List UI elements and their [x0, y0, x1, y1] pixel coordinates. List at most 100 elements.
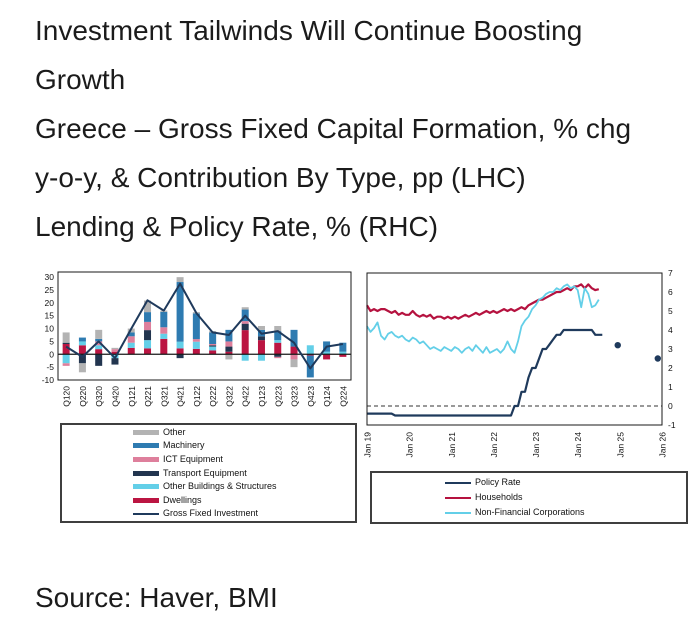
lhc-bar-segment	[144, 321, 152, 331]
lhc-xtick-label: Q422	[241, 386, 251, 407]
lhc-xtick-label: Q323	[290, 386, 300, 407]
legend-label: ICT Equipment	[163, 453, 223, 464]
lhc-bar-segment	[209, 344, 217, 346]
rhc-line-chart: 7 6 5 4 3 2 1 0 -1 Jan 19 Jan 20 Jan 21 Jan 22 Jan 23…	[363, 268, 676, 458]
lhc-bar-segment	[95, 354, 103, 366]
lhc-ytick-label: 0	[49, 349, 54, 359]
lhc-bar-segment	[160, 311, 168, 328]
rhc-legend: Policy Rate Households Non-Financial Corpo…	[370, 471, 688, 524]
lhc-bar-segment	[127, 332, 135, 337]
lhc-bar-segment	[306, 355, 314, 378]
lhc-bar-segment	[209, 346, 217, 351]
rhc-xtick-label: Jan 26	[658, 432, 668, 458]
legend-item: Other	[133, 425, 355, 439]
rhc-xtick-label: Jan 24	[573, 432, 583, 458]
lhc-bar-segment	[62, 342, 70, 344]
lhc-bar-segment	[225, 341, 233, 347]
lhc-bar-segment	[144, 340, 152, 349]
lhc-xtick-label: Q220	[78, 386, 88, 407]
lhc-xtick-label: Q322	[224, 386, 234, 407]
legend-swatch	[133, 429, 159, 435]
legend-item: Transport Equipment	[133, 466, 355, 480]
lhc-bar-segment	[209, 345, 217, 347]
lhc-ytick-label: 5	[49, 336, 54, 346]
lhc-bar-segment	[62, 363, 70, 366]
legend-label: Dwellings	[163, 494, 202, 505]
legend-swatch	[133, 443, 159, 449]
lhc-bar-segment	[160, 327, 168, 334]
legend-item: Machinery	[133, 439, 355, 453]
lhc-bar-segment	[127, 347, 135, 355]
lhc-bar-segment	[339, 351, 347, 355]
legend-label: Policy Rate	[475, 477, 521, 487]
lhc-bar-segment	[290, 329, 298, 347]
lhc-ytick-label: -10	[42, 375, 55, 385]
lhc-xtick-label: Q420	[110, 386, 120, 407]
rhc-ytick-label: 2	[668, 363, 673, 373]
lhc-bar-segment	[111, 358, 119, 365]
lhc-xtick-label: Q223	[273, 386, 283, 407]
lhc-ytick-label: -5	[46, 362, 54, 372]
source-text: Source: Haver, BMI	[35, 582, 278, 613]
legend-label: Gross Fixed Investment	[163, 508, 259, 519]
rhc-xtick-label: Jan 25	[615, 432, 625, 458]
rhc-xtick-label: Jan 20	[405, 432, 415, 458]
rhc-xtick-label: Jan 19	[363, 432, 373, 458]
legend-swatch	[445, 496, 471, 499]
lhc-bar-segment	[290, 354, 298, 360]
legend-swatch	[445, 511, 471, 514]
lhc-bar-segment	[274, 331, 282, 341]
lhc-ytick-label: 25	[45, 285, 55, 295]
lhc-bar-segment	[144, 330, 152, 341]
lhc-ytick-label: 15	[45, 311, 55, 321]
lhc-bar-segment	[274, 356, 282, 359]
rhc-xtick-label: Jan 21	[447, 432, 457, 458]
lhc-bar-segment	[257, 340, 265, 355]
lhc-bar-segment	[111, 351, 119, 355]
legend-item: Other Buildings & Structures	[133, 480, 355, 494]
lhc-bar-segment	[225, 346, 233, 352]
lhc-bar-segment	[176, 348, 184, 355]
lhc-xtick-label: Q120	[62, 386, 72, 407]
lhc-bar-segment	[62, 344, 70, 355]
lhc-bar-segment	[144, 348, 152, 355]
rhc-ytick-label: 7	[668, 268, 673, 278]
lhc-legend: Other Machinery ICT Equipment Transport Equ…	[60, 423, 357, 523]
lhc-bar-segment	[339, 342, 347, 352]
lhc-bar-segment	[78, 341, 86, 346]
legend-item: ICT Equipment	[133, 453, 355, 467]
lhc-bar-segment	[160, 333, 168, 339]
lhc-xtick-label: Q121	[127, 386, 137, 407]
title-block: Investment Tailwinds Will Continue Boost…	[35, 6, 631, 251]
lhc-bar-segment	[95, 338, 103, 342]
rhc-series-households	[366, 283, 600, 320]
lhc-bar-segment	[95, 345, 103, 350]
lhc-bar-segment	[209, 350, 217, 355]
lhc-bar-segment	[323, 351, 331, 355]
rhc-ytick-label: 3	[668, 344, 673, 354]
lhc-bar-segment	[323, 354, 331, 360]
lhc-xtick-label: Q123	[257, 386, 267, 407]
rhc-plot-frame	[366, 272, 663, 426]
lhc-gfi-line	[65, 282, 344, 370]
lhc-bar-segment	[95, 329, 103, 339]
lhc-bar-chart: 30 25 20 15 10 5 0 -5 -10 Q120 Q220 Q320 Q420 Q121 Q22…	[42, 271, 352, 407]
rhc-ytick-label: -1	[668, 420, 676, 430]
lhc-xtick-label: Q224	[338, 386, 348, 407]
lhc-bar-segment	[209, 332, 217, 344]
lhc-bar-segment	[95, 341, 103, 346]
rhc-ytick-label: 1	[668, 382, 673, 392]
rhc-xtick-label: Jan 23	[531, 432, 541, 458]
lhc-bar-segment	[306, 345, 314, 355]
legend-label: Transport Equipment	[163, 467, 247, 478]
lhc-bar-segment	[176, 282, 184, 342]
rhc-ytick-label: 0	[668, 401, 673, 411]
lhc-bar-segment	[257, 326, 265, 330]
lhc-bar-segment	[144, 312, 152, 322]
rhc-ytick-label: 6	[668, 287, 673, 297]
legend-item: Non-Financial Corporations	[445, 505, 686, 520]
lhc-bar-segment	[257, 354, 265, 361]
rhc-series-policy-rate	[367, 328, 603, 417]
legend-label: Households	[475, 492, 523, 502]
